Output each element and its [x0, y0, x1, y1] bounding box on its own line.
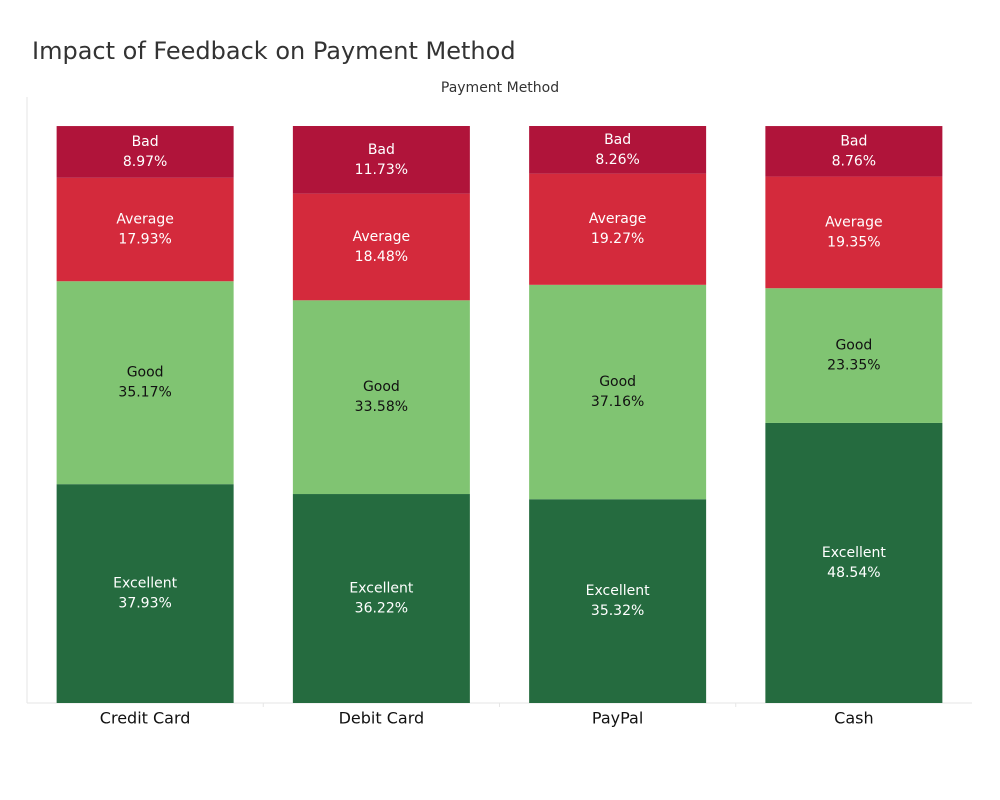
x-tick-label: PayPal	[592, 709, 643, 728]
segment-label: Good	[363, 379, 400, 395]
data-label: 8.76%	[832, 153, 876, 169]
bar-segment	[765, 288, 943, 423]
segment-label: Average	[589, 211, 647, 227]
segment-label: Bad	[132, 134, 159, 150]
bar-segment	[56, 177, 234, 282]
segment-label: Good	[127, 365, 164, 381]
bar-segment	[529, 126, 707, 174]
data-label: 17.93%	[118, 232, 171, 248]
data-label: 19.27%	[591, 231, 644, 247]
data-label: 37.93%	[118, 596, 171, 612]
data-label: 36.22%	[355, 601, 408, 617]
data-label: 35.32%	[591, 603, 644, 619]
segment-label: Average	[353, 229, 411, 245]
data-label: 48.54%	[827, 565, 880, 581]
bar-segment	[56, 484, 234, 703]
segment-label: Bad	[368, 142, 395, 158]
data-label: 33.58%	[355, 399, 408, 415]
segment-label: Good	[835, 338, 872, 354]
bar-segment	[292, 300, 470, 495]
bar-segment	[529, 499, 707, 703]
bar-segment	[765, 176, 943, 289]
data-label: 19.35%	[827, 234, 880, 250]
x-axis-header: Payment Method	[441, 80, 559, 96]
bar-segment	[765, 422, 943, 703]
bar-segment	[765, 126, 943, 177]
data-label: 35.17%	[118, 385, 171, 401]
bar-segment	[529, 173, 707, 285]
bar-segment	[56, 281, 234, 485]
segment-label: Excellent	[113, 576, 177, 592]
bar-segment	[529, 284, 707, 500]
bar-segment	[56, 126, 234, 178]
bar-segment	[292, 494, 470, 703]
segment-label: Excellent	[349, 581, 413, 597]
segment-label: Good	[599, 374, 636, 390]
x-tick-label: Credit Card	[100, 709, 191, 728]
data-label: 23.35%	[827, 358, 880, 374]
segment-label: Excellent	[822, 545, 886, 561]
segment-label: Excellent	[586, 583, 650, 599]
x-tick-label: Debit Card	[339, 709, 425, 728]
chart-title: Impact of Feedback on Payment Method	[32, 37, 516, 65]
data-label: 8.97%	[123, 154, 167, 170]
data-label: 8.26%	[595, 152, 639, 168]
data-label: 11.73%	[355, 162, 408, 178]
segment-label: Bad	[840, 133, 867, 149]
bar-segment	[292, 126, 470, 194]
segment-label: Bad	[604, 132, 631, 148]
segment-label: Average	[116, 212, 174, 228]
data-label: 18.48%	[355, 249, 408, 265]
bar-segment	[292, 193, 470, 301]
x-tick-label: Cash	[834, 709, 873, 728]
data-label: 37.16%	[591, 394, 644, 410]
segment-label: Average	[825, 214, 883, 230]
